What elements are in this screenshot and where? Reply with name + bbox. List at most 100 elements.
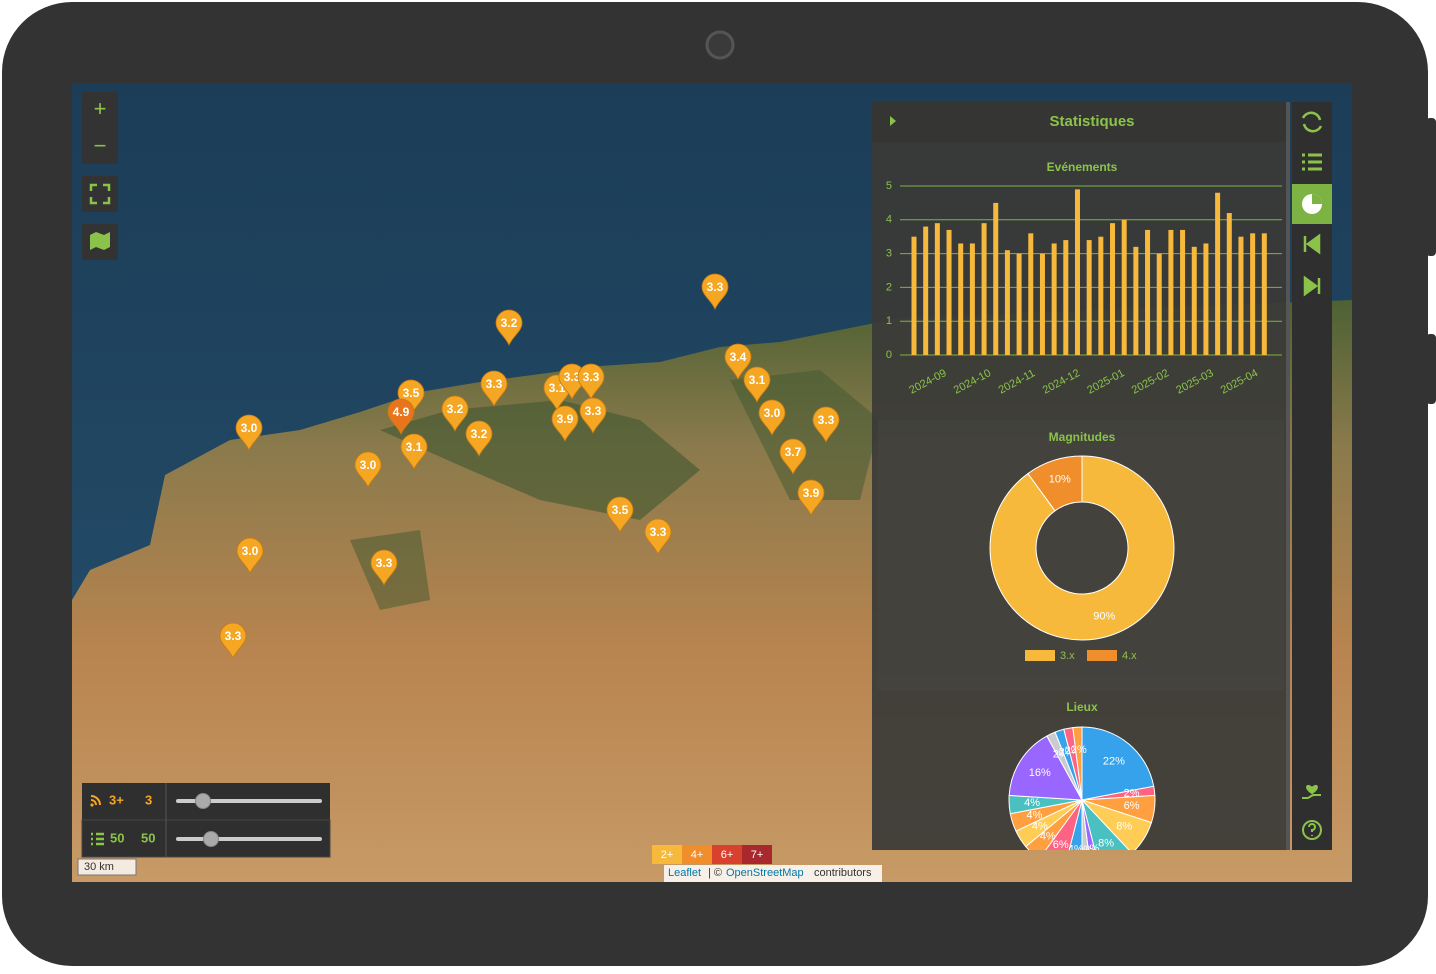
feed-label: 3+ bbox=[109, 792, 124, 807]
list-label: 50 bbox=[110, 830, 124, 845]
pie-icon bbox=[1312, 194, 1322, 204]
list-value: 50 bbox=[141, 830, 155, 845]
y-tick-label: 5 bbox=[886, 180, 892, 192]
marker-label: 3.3 bbox=[564, 370, 581, 384]
bar bbox=[1086, 240, 1092, 355]
marker-pin[interactable] bbox=[219, 622, 247, 659]
slice-label: 90% bbox=[1093, 610, 1115, 622]
side-button bbox=[1426, 118, 1436, 256]
marker-pin[interactable] bbox=[758, 399, 786, 436]
marker-label: 3.7 bbox=[785, 445, 802, 459]
zoom-out-button[interactable] bbox=[82, 128, 118, 164]
marker-pin[interactable] bbox=[354, 451, 382, 488]
fullscreen-icon bbox=[89, 183, 111, 205]
zoom-in-button[interactable] bbox=[82, 92, 118, 128]
help-icon bbox=[1308, 823, 1316, 836]
slice-label: 2% bbox=[1077, 844, 1093, 856]
legend-swatch bbox=[682, 845, 712, 864]
marker-pin[interactable] bbox=[606, 496, 634, 533]
sidebar bbox=[1292, 102, 1332, 850]
marker-label: 3.0 bbox=[242, 544, 259, 558]
bar bbox=[911, 236, 917, 355]
slice-label: 6% bbox=[1053, 839, 1069, 851]
magnitude-legend: 2+ 4+ 6+ 7+ bbox=[652, 845, 772, 864]
scale-label: 30 km bbox=[84, 861, 114, 873]
marker-pin[interactable] bbox=[644, 518, 672, 555]
collapse-icon[interactable] bbox=[890, 116, 896, 126]
help-icon[interactable] bbox=[1302, 820, 1322, 840]
attribution-text: contributors bbox=[814, 867, 872, 879]
bar bbox=[969, 243, 975, 355]
refresh-icon[interactable] bbox=[1301, 111, 1323, 133]
legend-swatch bbox=[652, 845, 682, 864]
previous-icon[interactable] bbox=[1303, 233, 1321, 255]
chart-title: Lieux bbox=[1066, 700, 1098, 714]
next-icon[interactable] bbox=[1303, 275, 1321, 297]
marker-pin[interactable] bbox=[724, 343, 752, 380]
slice-label: 2% bbox=[1083, 843, 1099, 855]
attribution-link[interactable]: Leaflet bbox=[668, 867, 701, 879]
rss-icon bbox=[90, 795, 101, 806]
marker-label: 3.1 bbox=[749, 373, 766, 387]
bar bbox=[1238, 236, 1244, 355]
donate-icon[interactable] bbox=[1302, 784, 1321, 799]
y-tick-label: 3 bbox=[886, 248, 892, 260]
marker-pin[interactable] bbox=[779, 438, 807, 475]
zoom-in[interactable]: + bbox=[94, 96, 107, 121]
bar bbox=[1004, 250, 1010, 355]
attribution-text: | © bbox=[708, 867, 722, 879]
marker-label: 3.1 bbox=[549, 381, 566, 395]
slice bbox=[1008, 735, 1083, 801]
marker-pin[interactable] bbox=[551, 405, 579, 442]
marker-pin[interactable] bbox=[495, 309, 523, 346]
side-button bbox=[1426, 334, 1436, 404]
slider-thumb[interactable] bbox=[195, 793, 211, 809]
bar bbox=[1226, 213, 1232, 355]
marker-label: 3.3 bbox=[376, 556, 393, 570]
marker-pin[interactable] bbox=[400, 433, 428, 470]
bar bbox=[981, 223, 987, 355]
marker-label: 3.3 bbox=[707, 280, 724, 294]
marker-pin[interactable] bbox=[743, 366, 771, 403]
bar bbox=[923, 226, 929, 355]
marker-pin[interactable] bbox=[465, 420, 493, 457]
attribution-link[interactable]: OpenStreetMap bbox=[726, 867, 804, 879]
slice bbox=[1081, 799, 1153, 850]
marker-pin[interactable] bbox=[480, 370, 508, 407]
y-tick-label: 2 bbox=[886, 281, 892, 293]
marker-label: 3.2 bbox=[501, 316, 518, 330]
scale-bar bbox=[77, 858, 137, 876]
marker-pin[interactable] bbox=[441, 395, 469, 432]
marker-label: 3.3 bbox=[486, 377, 503, 391]
slice bbox=[1045, 799, 1083, 850]
marker-pin[interactable] bbox=[235, 414, 263, 451]
legend-label: 7+ bbox=[751, 849, 764, 861]
slice-label: 8% bbox=[1098, 838, 1114, 850]
map-icon bbox=[90, 232, 110, 250]
marker-pin[interactable] bbox=[797, 479, 825, 516]
bar bbox=[934, 223, 940, 355]
list-tab-icon[interactable] bbox=[1302, 153, 1322, 171]
fullscreen-button[interactable] bbox=[82, 176, 118, 212]
bar bbox=[1121, 219, 1127, 355]
zoom-control[interactable]: + − bbox=[82, 92, 118, 164]
marker-label: 3.3 bbox=[225, 629, 242, 643]
marker-label: 3.3 bbox=[585, 404, 602, 418]
marker-label: 3.1 bbox=[406, 440, 423, 454]
marker-pin[interactable] bbox=[701, 273, 729, 310]
slider-thumb[interactable] bbox=[203, 831, 219, 847]
legend-swatch bbox=[712, 845, 742, 864]
marker-pin[interactable] bbox=[812, 406, 840, 443]
marker-label: 4.9 bbox=[393, 405, 410, 419]
zoom-out[interactable]: − bbox=[94, 133, 107, 158]
marker-pin[interactable] bbox=[370, 549, 398, 586]
marker-pin[interactable] bbox=[579, 397, 607, 434]
list-icon bbox=[91, 832, 104, 846]
marker-label: 3.0 bbox=[764, 406, 781, 420]
chart-title: Evénements bbox=[1047, 160, 1118, 174]
marker-pin[interactable] bbox=[236, 537, 264, 574]
marker-pin[interactable] bbox=[577, 363, 605, 400]
marker-pin[interactable] bbox=[387, 398, 415, 435]
camera bbox=[705, 30, 735, 60]
